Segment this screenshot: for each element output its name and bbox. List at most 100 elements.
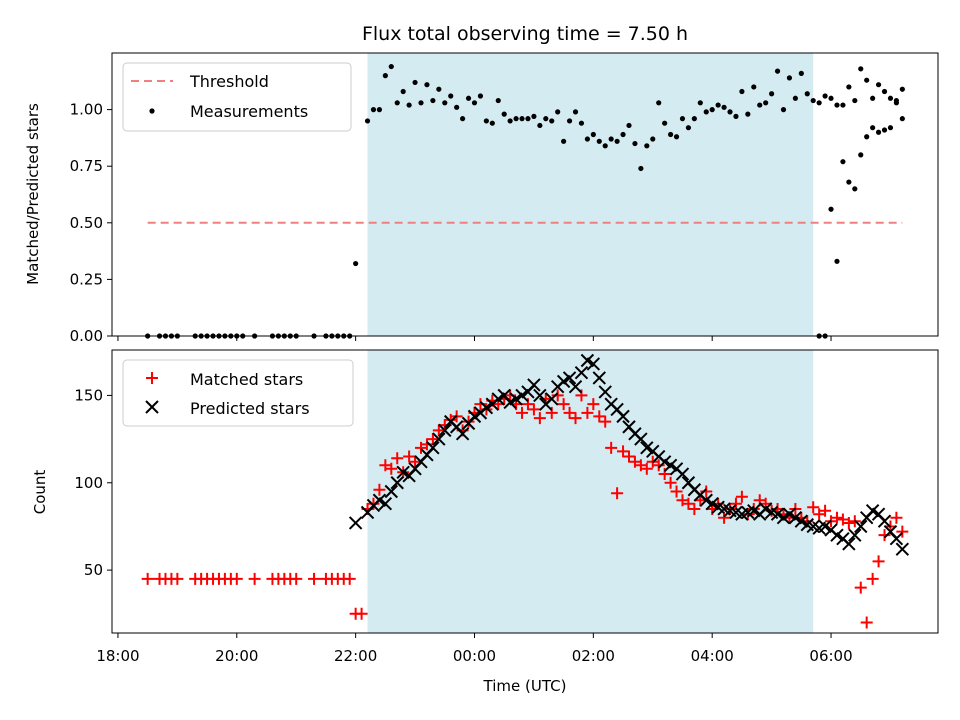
measurement-point [662, 120, 668, 126]
measurement-point [822, 93, 828, 99]
predicted-star-point [747, 504, 761, 518]
measurement-point [644, 143, 650, 149]
matched-star-point [593, 410, 606, 423]
measurement-point [864, 77, 870, 83]
predicted-star-point [794, 514, 809, 528]
matched-star-point [551, 389, 564, 402]
matched-star-point [872, 555, 885, 568]
matched-star-point [533, 412, 546, 425]
measurement-point [382, 73, 388, 79]
measurement-point [388, 63, 394, 70]
measurement-point [852, 97, 858, 104]
predicted-star-point [426, 441, 440, 455]
measurement-point [786, 75, 793, 81]
predicted-star-point [865, 504, 880, 518]
bottom-observing-span [367, 350, 814, 633]
predicted-star-point [372, 493, 387, 507]
predicted-star-point [842, 537, 856, 551]
top-axes-frame [111, 52, 939, 337]
bottom-x-tick-label: 04:00 [691, 647, 734, 665]
matched-star-point [611, 487, 624, 500]
predicted-star-point [782, 507, 797, 521]
predicted-star-point [586, 357, 601, 371]
measurement-point [650, 136, 656, 142]
matched-star-point [516, 406, 529, 419]
measurement-point [721, 104, 727, 110]
matched-star-point [432, 424, 445, 437]
predicted-star-point [568, 379, 583, 394]
measurement-point [780, 107, 787, 113]
matched-star-point [557, 398, 570, 411]
measurement-point [887, 125, 894, 131]
measurement-point [572, 109, 579, 115]
measurement-point [406, 102, 412, 108]
measurement-point [370, 107, 377, 113]
legend-predicted-label: Predicted stars [190, 399, 310, 418]
matched-star-point [563, 406, 576, 419]
measurement-point [471, 100, 478, 106]
chart-title: Flux total observing time = 7.50 h [362, 23, 688, 45]
measurement-point [501, 111, 507, 117]
predicted-star-point [390, 476, 404, 490]
top-x-ticks [117, 336, 832, 341]
measurement-point [442, 100, 448, 106]
measurement-point [828, 206, 834, 212]
predicted-star-point [562, 371, 577, 385]
measurement-point [893, 97, 900, 104]
legend-measurements-swatch [149, 108, 155, 114]
matched-star-point [652, 459, 665, 472]
measurement-point [543, 116, 549, 122]
measurement-point [881, 127, 888, 133]
x-axis-label: Time (UTC) [483, 677, 567, 695]
matched-star-point [670, 485, 683, 498]
measurement-point [846, 179, 852, 185]
bottom-x-ticks: 18:00 20:00 22:00 00:00 02:00 04:00 06:00 [96, 633, 853, 665]
top-y-ticks: 0.00 0.25 0.50 0.75 1.00 [70, 101, 112, 345]
measurement-point [846, 84, 852, 90]
predicted-star-point [889, 531, 904, 546]
measurement-point [763, 100, 769, 106]
measurement-point [810, 97, 816, 104]
measurement-point [448, 93, 454, 99]
predicted-star-point [634, 432, 648, 446]
top-observing-span [367, 53, 814, 336]
predicted-star-point [877, 514, 892, 528]
measurement-point [561, 138, 567, 144]
bottom-x-tick-label: 02:00 [572, 647, 615, 665]
predicted-star-point [527, 378, 541, 392]
measurement-point [590, 131, 596, 138]
bottom-y-tick-label: 100 [74, 474, 103, 492]
matched-star-point [141, 572, 154, 585]
predicted-star-point [491, 392, 505, 406]
measurement-point [424, 82, 430, 88]
measurement-point [840, 159, 846, 165]
measurement-point [673, 134, 680, 140]
top-y-tick-label: 0.00 [70, 327, 103, 345]
matched-star-point [819, 504, 832, 517]
measurement-point [875, 129, 882, 135]
measurement-point [870, 95, 876, 101]
predicted-star-point [758, 502, 773, 516]
predicted-star-point [378, 497, 393, 511]
measurement-point [685, 125, 692, 131]
measurement-point [745, 111, 751, 117]
measurement-point [430, 97, 436, 104]
bottom-panel: 50 100 150 18:00 20:00 22:00 00:00 02:00 04:00 0… [31, 349, 939, 695]
measurement-point [578, 120, 585, 126]
matched-star-point [426, 433, 439, 446]
predicted-star-point [432, 432, 446, 446]
bottom-x-tick-label: 22:00 [334, 647, 377, 665]
legend-matched-swatch [146, 372, 158, 384]
measurement-point [353, 260, 359, 267]
predicted-star-point [509, 392, 523, 406]
bottom-y-tick-label: 50 [84, 561, 103, 579]
matched-star-point [682, 497, 695, 510]
measurement-point [608, 136, 614, 142]
matched-star-point [718, 511, 731, 524]
measurement-point [858, 66, 864, 72]
matched-star-point [343, 572, 356, 585]
matched-star-point [290, 572, 303, 585]
measurement-point [555, 109, 561, 115]
matched-star-point [807, 501, 820, 514]
